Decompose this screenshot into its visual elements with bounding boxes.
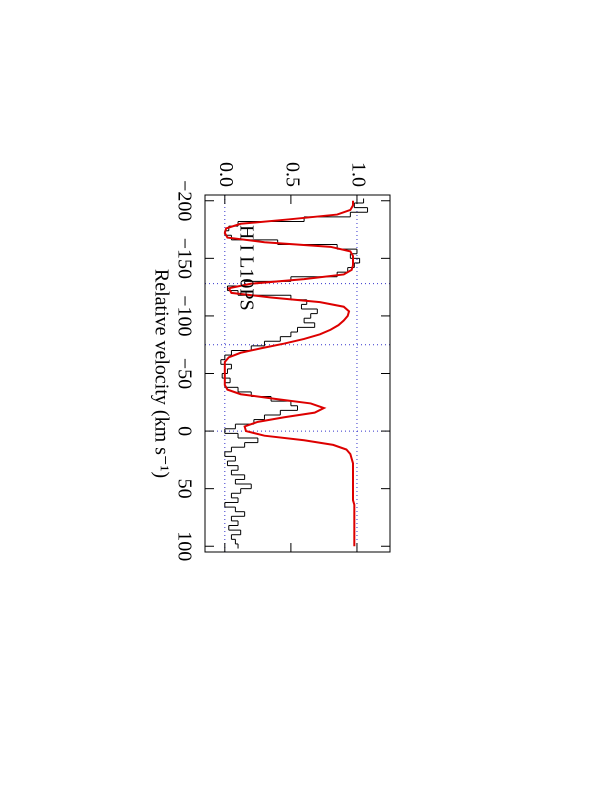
rotated-plot: H I L10PS Relative velocity (km s⁻¹) −20…	[150, 162, 391, 561]
x-tick-label: −100	[173, 295, 195, 336]
model-line	[223, 200, 356, 547]
y-tick-label: 0.5	[281, 162, 303, 187]
plot-area	[205, 195, 390, 552]
plot-frame	[204, 194, 391, 553]
y-tick-label: 0.0	[215, 162, 237, 187]
x-axis-label: Relative velocity (km s⁻¹)	[150, 269, 172, 478]
x-tick-label: 50	[173, 479, 195, 499]
annotation: H I L10PS	[235, 225, 257, 311]
x-tick-label: 0	[173, 426, 195, 436]
x-tick-label: −50	[173, 358, 195, 389]
y-tick-label: 1.0	[347, 162, 369, 187]
x-tick-label: −150	[173, 238, 195, 279]
x-tick-label: −200	[173, 180, 195, 221]
x-tick-label: 100	[173, 531, 195, 561]
